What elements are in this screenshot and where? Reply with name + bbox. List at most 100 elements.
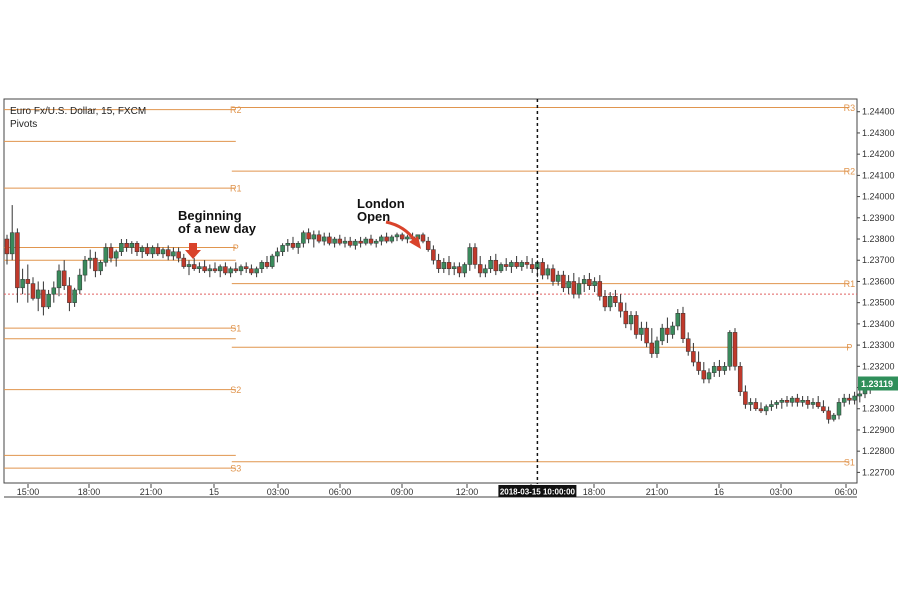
candle-body — [826, 410, 831, 420]
candle-body — [295, 243, 301, 248]
y-tick-label: 1.24200 — [862, 149, 895, 159]
new-day-arrow-icon — [185, 243, 201, 259]
candle-body — [628, 315, 634, 325]
candle-body — [753, 402, 759, 409]
candle-body — [113, 251, 119, 259]
candle-body — [67, 285, 72, 303]
x-tick-label: 06:00 — [835, 487, 858, 497]
candle-body — [290, 243, 296, 248]
candle-body — [399, 234, 405, 240]
candle-body — [737, 366, 743, 393]
london-open-arrow-icon — [385, 220, 417, 242]
candle-body — [139, 247, 145, 253]
candle-body — [129, 243, 135, 248]
candle-body — [332, 238, 337, 244]
pivot-label: R2 — [230, 105, 242, 115]
candle-body — [472, 247, 478, 265]
candle-body — [571, 281, 577, 295]
london-open-annotation-line2: Open — [357, 209, 391, 224]
candle-body — [717, 366, 722, 371]
y-tick-label: 1.23700 — [862, 255, 895, 265]
y-tick-label: 1.24100 — [862, 170, 895, 180]
candle-body — [769, 404, 774, 407]
y-tick-label: 1.22900 — [862, 425, 895, 435]
candle-body — [98, 262, 103, 272]
candle-body — [706, 372, 712, 380]
x-tick-label: 18:00 — [78, 487, 101, 497]
candle-body — [353, 240, 358, 246]
x-tick-label: 03:00 — [267, 487, 290, 497]
candle-body — [821, 406, 826, 412]
y-tick-label: 1.24300 — [862, 128, 895, 138]
candle-body — [748, 402, 753, 405]
candle-body — [431, 249, 436, 261]
candle-body — [165, 249, 171, 257]
candle-body — [342, 240, 348, 244]
candle-body — [581, 279, 587, 284]
candle-body — [249, 268, 254, 274]
candle-body — [810, 402, 816, 405]
candle-body — [680, 313, 686, 339]
candle-body — [654, 340, 660, 354]
current-price-badge — [858, 376, 898, 391]
candle-body — [659, 327, 665, 342]
candle-body — [644, 327, 649, 344]
candle-body — [384, 236, 389, 242]
candle-body — [61, 270, 67, 286]
candle-body — [20, 279, 25, 289]
candle-body — [186, 264, 192, 267]
candle-body — [197, 266, 202, 269]
candle-body — [561, 274, 566, 289]
candle-body — [51, 287, 57, 295]
candle-body — [503, 264, 509, 267]
pivot-label: P — [846, 343, 852, 353]
candle-body — [623, 310, 629, 325]
candle-body — [524, 262, 530, 265]
candle-body — [228, 268, 233, 274]
candle-body — [602, 296, 608, 308]
candle-body — [639, 327, 644, 335]
pivot-label: R3 — [844, 103, 856, 113]
candle-body — [779, 400, 785, 403]
pivot-label: P — [233, 243, 239, 253]
pivot-label: S1 — [844, 457, 855, 467]
candle-body — [394, 234, 400, 238]
candle-body — [223, 266, 228, 274]
candle-body — [633, 315, 639, 335]
x-tick-label: 16 — [714, 487, 724, 497]
candle-body — [35, 289, 41, 299]
london-open-annotation-line1: London — [357, 196, 405, 211]
candle-body — [30, 283, 36, 299]
pivot-levels: R2 R1 P S1 S2 S3 R3 R2 R1 P S1 — [4, 103, 855, 474]
candle-body — [670, 325, 675, 335]
candle-body — [613, 296, 618, 303]
y-tick-label: 1.23500 — [862, 298, 895, 308]
candle-body — [540, 262, 545, 276]
candle-body — [462, 264, 467, 274]
candle-body — [441, 262, 447, 269]
candle-body — [784, 400, 790, 403]
candle-body — [171, 251, 176, 257]
candle-body — [514, 262, 519, 267]
new-day-annotation-line1: Beginning — [178, 208, 242, 223]
candle-body — [124, 243, 129, 248]
candle-body — [46, 293, 51, 308]
candle-body — [649, 342, 655, 354]
candle-body — [280, 245, 285, 253]
candle-body — [207, 268, 213, 272]
candle-body — [41, 289, 46, 308]
candle-body — [550, 268, 556, 282]
x-tick-label: 06:00 — [329, 487, 352, 497]
candle-body — [15, 232, 20, 289]
y-tick-label: 1.23000 — [862, 404, 895, 414]
candle-body — [841, 397, 847, 403]
candle-body — [311, 234, 317, 240]
candle-body — [9, 232, 15, 255]
y-tick-label: 1.24000 — [862, 192, 895, 202]
candle-body — [467, 247, 473, 265]
candle-body — [685, 338, 691, 352]
pivot-label: S1 — [230, 324, 241, 334]
candle-body — [155, 247, 161, 255]
candle-body — [93, 257, 98, 272]
